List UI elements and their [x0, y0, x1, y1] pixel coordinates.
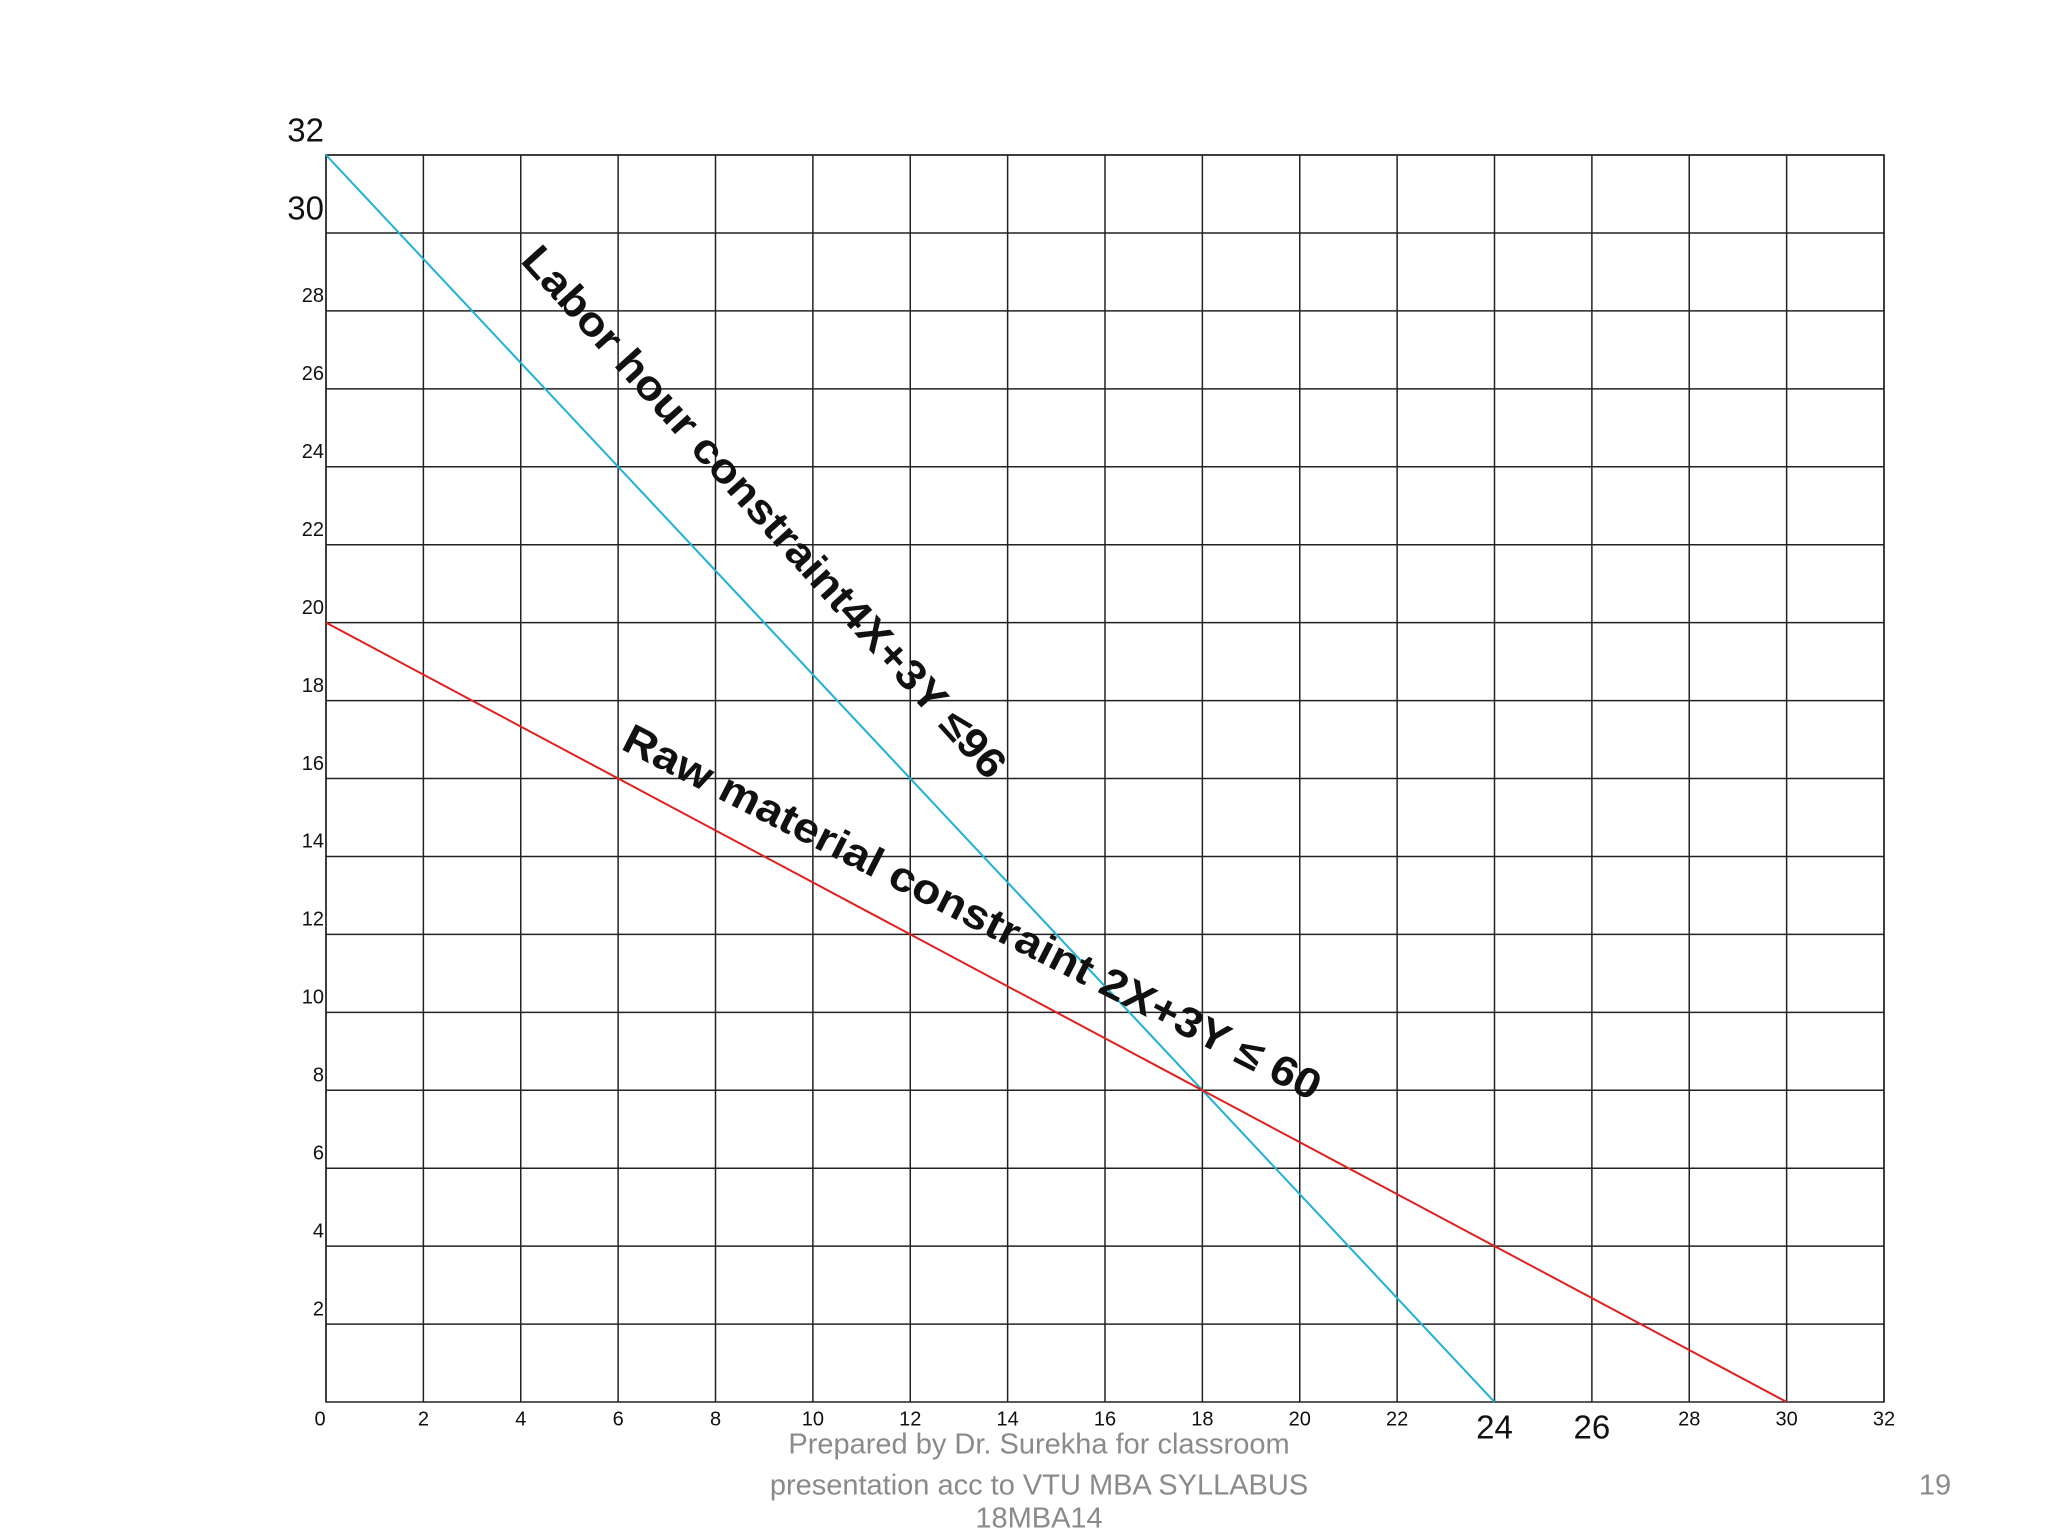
constraint-line — [325, 154, 1496, 1403]
x-tick-label: 30 — [1776, 1408, 1798, 1430]
page-number: 19 — [1919, 1470, 1951, 1502]
x-tick-label: 24 — [1476, 1409, 1513, 1446]
x-tick-label: 14 — [997, 1408, 1019, 1430]
x-tick-label: 0 — [314, 1408, 325, 1430]
y-tick-label: 28 — [302, 285, 324, 307]
y-tick-label: 6 — [313, 1142, 324, 1164]
y-tick-label: 30 — [287, 190, 324, 227]
footer-line: presentation acc to VTU MBA SYLLABUS — [770, 1470, 1308, 1502]
x-tick-label: 2 — [418, 1408, 429, 1430]
y-tick-label: 18 — [302, 675, 324, 697]
y-tick-label: 2 — [313, 1298, 324, 1320]
y-tick-label: 4 — [313, 1220, 324, 1242]
footer-line: Prepared by Dr. Surekha for classroom — [788, 1429, 1289, 1461]
x-tick-label: 8 — [710, 1408, 721, 1430]
y-tick-label: 32 — [287, 112, 324, 149]
x-tick-label: 6 — [613, 1408, 624, 1430]
x-tick-label: 18 — [1191, 1408, 1213, 1430]
y-tick-label: 8 — [313, 1065, 324, 1087]
y-tick-label: 12 — [302, 909, 324, 931]
constraint-line — [325, 621, 1788, 1403]
x-tick-label: 26 — [1574, 1409, 1611, 1446]
x-tick-label: 32 — [1873, 1408, 1895, 1430]
x-tick-label: 12 — [899, 1408, 921, 1430]
x-tick-label: 20 — [1289, 1408, 1311, 1430]
y-tick-label: 24 — [302, 441, 324, 463]
x-tick-label: 4 — [515, 1408, 526, 1430]
footer-line: 18MBA14 — [975, 1503, 1102, 1535]
x-tick-label: 28 — [1678, 1408, 1700, 1430]
y-tick-label: 26 — [302, 363, 324, 385]
y-tick-label: 20 — [302, 597, 324, 619]
y-tick-label: 16 — [302, 753, 324, 775]
x-tick-label: 22 — [1386, 1408, 1408, 1430]
x-tick-label: 10 — [802, 1408, 824, 1430]
x-tick-label: 16 — [1094, 1408, 1116, 1430]
line-label: Labor hour constraint4X+3Y ≤96 — [513, 236, 1016, 788]
y-tick-label: 14 — [302, 831, 324, 853]
y-tick-label: 10 — [302, 987, 324, 1009]
y-tick-label: 22 — [302, 519, 324, 541]
